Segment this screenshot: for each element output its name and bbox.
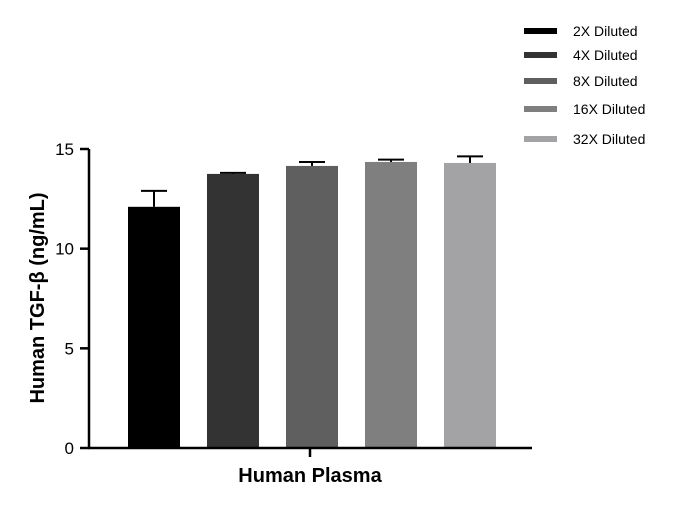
legend-swatch <box>524 106 557 112</box>
legend-swatch <box>524 28 557 34</box>
bars <box>128 155 496 448</box>
legend-label: 8X Diluted <box>573 73 638 89</box>
y-tick-label: 10 <box>55 240 74 259</box>
x-axis <box>88 446 532 457</box>
bar <box>128 206 180 448</box>
legend-swatch <box>524 136 557 142</box>
legend-swatch <box>524 78 557 84</box>
y-tick-label: 0 <box>65 439 74 458</box>
x-axis-title: Human Plasma <box>238 465 382 487</box>
legend-label: 16X Diluted <box>573 101 645 117</box>
y-tick-label: 5 <box>65 339 74 358</box>
legend-label: 4X Diluted <box>573 47 638 63</box>
bar <box>286 165 338 448</box>
bar <box>444 162 496 448</box>
y-axis: 0 5 10 15 <box>55 140 91 458</box>
legend-label: 32X Diluted <box>573 131 645 147</box>
y-axis-title: Human TGF-β (ng/mL) <box>27 192 49 403</box>
bar <box>365 161 417 448</box>
y-tick-label: 15 <box>55 140 74 159</box>
legend-swatch <box>524 52 557 58</box>
bar <box>207 173 259 448</box>
legend: 2X Diluted 4X Diluted 8X Diluted 16X Dilute… <box>524 23 645 147</box>
legend-label: 2X Diluted <box>573 23 638 39</box>
